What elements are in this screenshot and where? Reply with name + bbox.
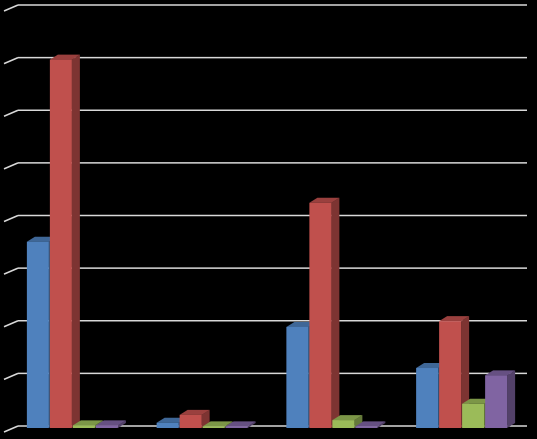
- bar-top: [309, 197, 340, 203]
- bar-side: [354, 415, 363, 428]
- bar: [309, 202, 332, 428]
- bar-top: [332, 415, 363, 421]
- bar: [26, 241, 49, 428]
- bar: [225, 426, 248, 428]
- grid-line: [3, 320, 19, 328]
- bar-top: [202, 421, 233, 427]
- bar-top: [26, 236, 57, 242]
- bar: [202, 426, 225, 428]
- bar-side: [377, 421, 386, 428]
- grid-line: [3, 162, 19, 170]
- bar-top: [72, 420, 103, 426]
- grid-line: [3, 214, 19, 223]
- bar-top: [355, 421, 386, 427]
- bar: [485, 375, 508, 428]
- bar: [416, 368, 439, 428]
- grid-line: [3, 56, 19, 65]
- bar-side: [507, 370, 516, 428]
- bar-top: [485, 370, 516, 376]
- grid-line: [3, 372, 19, 381]
- bar-top: [156, 417, 187, 423]
- bar-side: [71, 54, 80, 428]
- bar: [156, 422, 179, 428]
- grid-line: [3, 4, 19, 12]
- bar-top: [95, 420, 126, 426]
- bar-side: [331, 197, 340, 428]
- bar-side: [117, 420, 126, 428]
- bar: [179, 414, 202, 428]
- bar-top: [439, 316, 470, 322]
- bar-side: [461, 316, 470, 428]
- bar-top: [416, 363, 447, 369]
- bar-top: [225, 421, 256, 427]
- grid-line: [3, 109, 19, 117]
- grid-line: [3, 425, 19, 433]
- bar: [355, 426, 378, 428]
- grid-line: [3, 267, 19, 275]
- bar-side: [247, 421, 256, 428]
- bar-top: [49, 54, 80, 60]
- bar: [439, 321, 462, 428]
- bar: [72, 425, 95, 428]
- bar: [95, 425, 118, 428]
- bar: [49, 59, 72, 428]
- bar: [286, 326, 309, 428]
- bar: [462, 403, 485, 428]
- bar: [332, 420, 355, 428]
- bar-top: [179, 409, 210, 415]
- bar-top: [286, 321, 317, 327]
- bar-top: [462, 398, 493, 404]
